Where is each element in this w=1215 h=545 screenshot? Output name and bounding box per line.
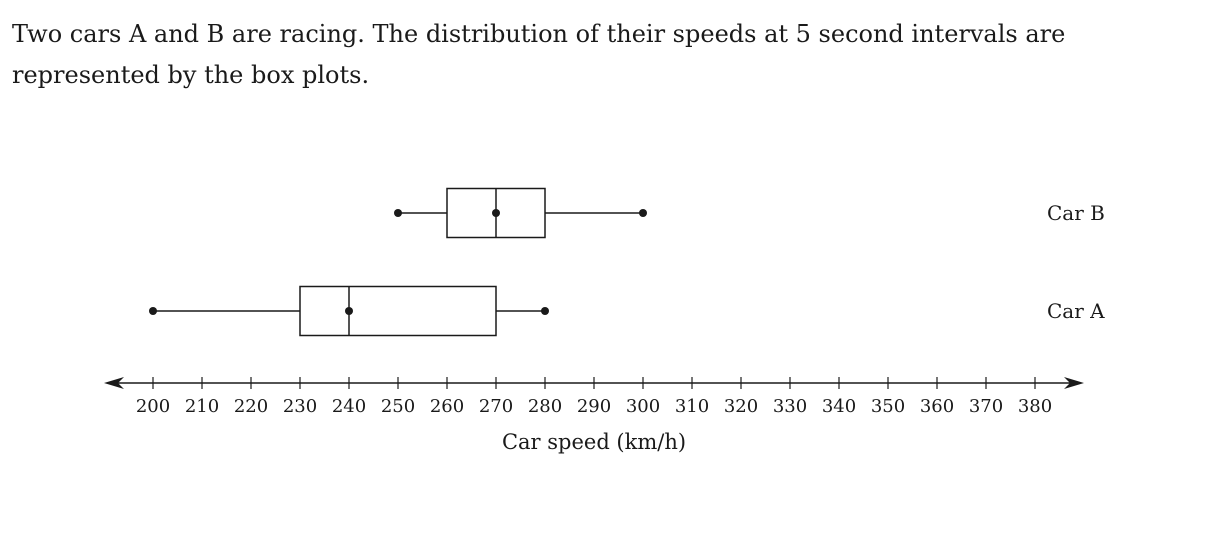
tick-label: 370 (969, 396, 1003, 417)
max-point (541, 307, 549, 315)
tick-label: 380 (1018, 396, 1052, 417)
tick-label: 320 (724, 396, 758, 417)
tick-label: 260 (430, 396, 464, 417)
speed-axis: 200 210 220 230 240 250 260 270 280 290 300 310 320 3… (104, 377, 1084, 417)
tick-label: 270 (479, 396, 513, 417)
tick-label: 280 (528, 396, 562, 417)
tick-label: 300 (626, 396, 660, 417)
median-point (492, 209, 500, 217)
axis-arrow-right (1064, 377, 1084, 389)
series-label: Car B (1047, 201, 1105, 225)
tick-label: 250 (381, 396, 415, 417)
car-b-boxplot: Car B (394, 187, 1105, 239)
x-axis-label: Car speed (km/h) (502, 430, 686, 454)
tick-label: 210 (185, 396, 219, 417)
min-point (394, 209, 402, 217)
series-label: Car A (1047, 299, 1105, 323)
median-point (345, 307, 353, 315)
tick-label: 240 (332, 396, 366, 417)
box-plots: Car B Car A (149, 187, 1105, 337)
tick-label: 230 (283, 396, 317, 417)
tick-label: 330 (773, 396, 807, 417)
question-text: Two cars A and B are racing. The distrib… (12, 20, 1066, 89)
max-point (639, 209, 647, 217)
tick-label: 350 (871, 396, 905, 417)
tick-label: 360 (920, 396, 954, 417)
tick-label: 310 (675, 396, 709, 417)
min-point (149, 307, 157, 315)
car-a-boxplot: Car A (149, 285, 1105, 337)
tick-label: 200 (136, 396, 170, 417)
tick-label: 220 (234, 396, 268, 417)
axis-arrow-left (104, 377, 124, 389)
tick-label: 340 (822, 396, 856, 417)
interquartile-box (299, 285, 497, 337)
tick-label: 290 (577, 396, 611, 417)
